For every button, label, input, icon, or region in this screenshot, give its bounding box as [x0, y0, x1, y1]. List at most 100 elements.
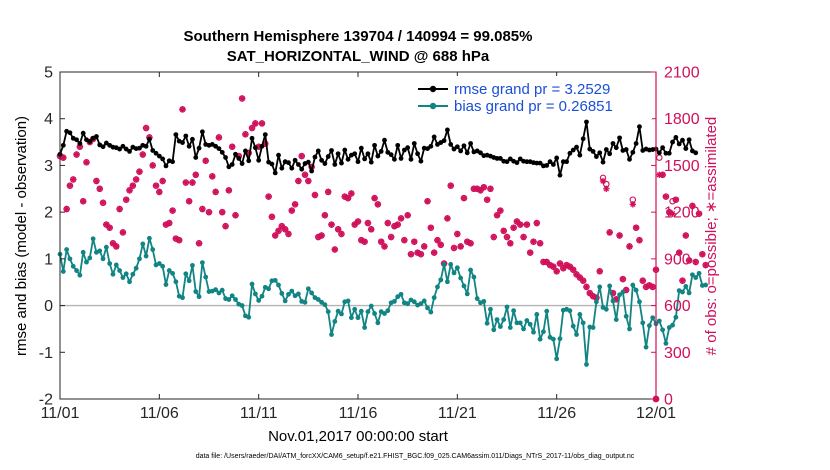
- obs-assimilated-point: [219, 208, 226, 216]
- y2-tick-label: 2100: [664, 65, 700, 82]
- bias-point: [554, 356, 560, 362]
- obs-assimilated-point: [192, 171, 199, 178]
- rmse-point: [170, 159, 175, 165]
- rmse-point: [610, 141, 616, 146]
- rmse-point: [312, 154, 318, 160]
- rmse-point: [557, 172, 563, 178]
- obs-assimilated-point: [510, 224, 517, 231]
- legend: rmse grand pr = 3.2529 bias grand pr = 0…: [412, 76, 652, 119]
- rmse-point: [67, 130, 73, 136]
- rmse-point: [670, 139, 675, 145]
- bias-point: [362, 325, 368, 330]
- bias-point: [137, 256, 142, 262]
- rmse-point: [335, 151, 341, 157]
- rmse-point: [193, 155, 199, 160]
- obs-assimilated-point: [682, 232, 689, 239]
- bias-point: [266, 286, 271, 292]
- rmse-point: [147, 136, 152, 142]
- rmse-point: [137, 145, 142, 151]
- bias-point: [597, 284, 603, 290]
- obs-assimilated-point: [517, 221, 524, 228]
- rmse-point: [570, 147, 576, 153]
- obs-assimilated-point: [483, 196, 491, 203]
- rmse-point: [120, 143, 126, 149]
- bias-point: [233, 297, 238, 302]
- obs-assimilated-point: [123, 196, 130, 203]
- x-tick-label: 11/26: [537, 405, 576, 422]
- bias-point: [411, 299, 417, 305]
- obs-assimilated-point: [685, 257, 693, 264]
- obs-assimilated-point: [579, 277, 587, 284]
- rmse-point: [279, 165, 285, 171]
- rmse-point: [332, 162, 338, 167]
- obs-assimilated-point: [106, 224, 113, 231]
- bias-point: [272, 277, 278, 283]
- bias-point: [110, 271, 116, 277]
- obs-assimilated-point: [275, 227, 282, 235]
- rmse-point: [345, 156, 351, 162]
- obs-assimilated-point: [136, 168, 143, 175]
- chart-title: Southern Hemisphere 139704 / 140994 = 99…: [184, 28, 533, 45]
- bias-point: [441, 262, 447, 267]
- y2-tick-label: 1200: [664, 205, 700, 222]
- rmse-point: [660, 145, 666, 151]
- bias-point: [425, 305, 430, 311]
- bias-point: [199, 260, 205, 265]
- bias-point: [630, 282, 636, 288]
- rmse-point: [143, 143, 149, 149]
- bias-point: [524, 318, 530, 323]
- obs-assimilated-point: [291, 201, 299, 208]
- bias-point: [620, 289, 626, 295]
- bias-point: [296, 291, 301, 297]
- rmse-point: [236, 156, 242, 161]
- obs-assimilated-point: [325, 188, 332, 196]
- y-axis-label: rmse and bias (model - observation): [13, 116, 30, 356]
- bias-point: [464, 291, 470, 297]
- obs-assimilated-point: [477, 187, 484, 194]
- rmse-point: [196, 145, 202, 151]
- rmse-point: [577, 152, 583, 158]
- obs-assimilated-point: [119, 229, 127, 236]
- rmse-point: [405, 145, 411, 151]
- rmse-point: [368, 159, 374, 165]
- bias-point: [646, 323, 652, 329]
- rmse-point: [633, 141, 639, 146]
- bias-point: [610, 298, 616, 304]
- rmse-point: [276, 152, 281, 158]
- rmse-point: [464, 150, 470, 156]
- obs-assimilated-point: [447, 182, 454, 189]
- obs-assimilated-point: [205, 208, 213, 216]
- rmse-point: [550, 162, 556, 167]
- rmse-point: [431, 134, 437, 140]
- bias-point: [617, 292, 622, 298]
- rmse-point: [504, 159, 510, 165]
- rmse-point: [478, 150, 483, 156]
- rmse-point: [219, 149, 225, 155]
- obs-assimilated-point: [222, 222, 229, 230]
- bias-point: [527, 321, 533, 327]
- rmse-point: [425, 146, 430, 152]
- bias-point: [640, 320, 646, 326]
- bias-point: [643, 344, 649, 350]
- bias-point: [494, 317, 500, 322]
- obs-assimilated-point: [66, 182, 74, 189]
- bias-point: [484, 320, 490, 326]
- obs-assimilated-point: [99, 199, 107, 206]
- rmse-point: [594, 154, 599, 159]
- obs-assimilated-point: [457, 243, 464, 250]
- rmse-point: [315, 148, 321, 154]
- obs-assimilated-point: [672, 196, 680, 203]
- obs-assimilated-point: [629, 201, 637, 208]
- rmse-point: [663, 150, 669, 156]
- bias-point: [468, 267, 473, 273]
- obs-assimilated-point: [328, 221, 335, 228]
- bias-point: [514, 320, 520, 326]
- rmse-point: [560, 159, 566, 165]
- obs-assimilated-point: [675, 249, 683, 256]
- rmse-point: [676, 141, 682, 147]
- bias-point: [246, 314, 252, 320]
- obs-assimilated-point: [298, 152, 305, 160]
- obs-assimilated-point: [434, 236, 441, 244]
- bias-point: [607, 283, 613, 289]
